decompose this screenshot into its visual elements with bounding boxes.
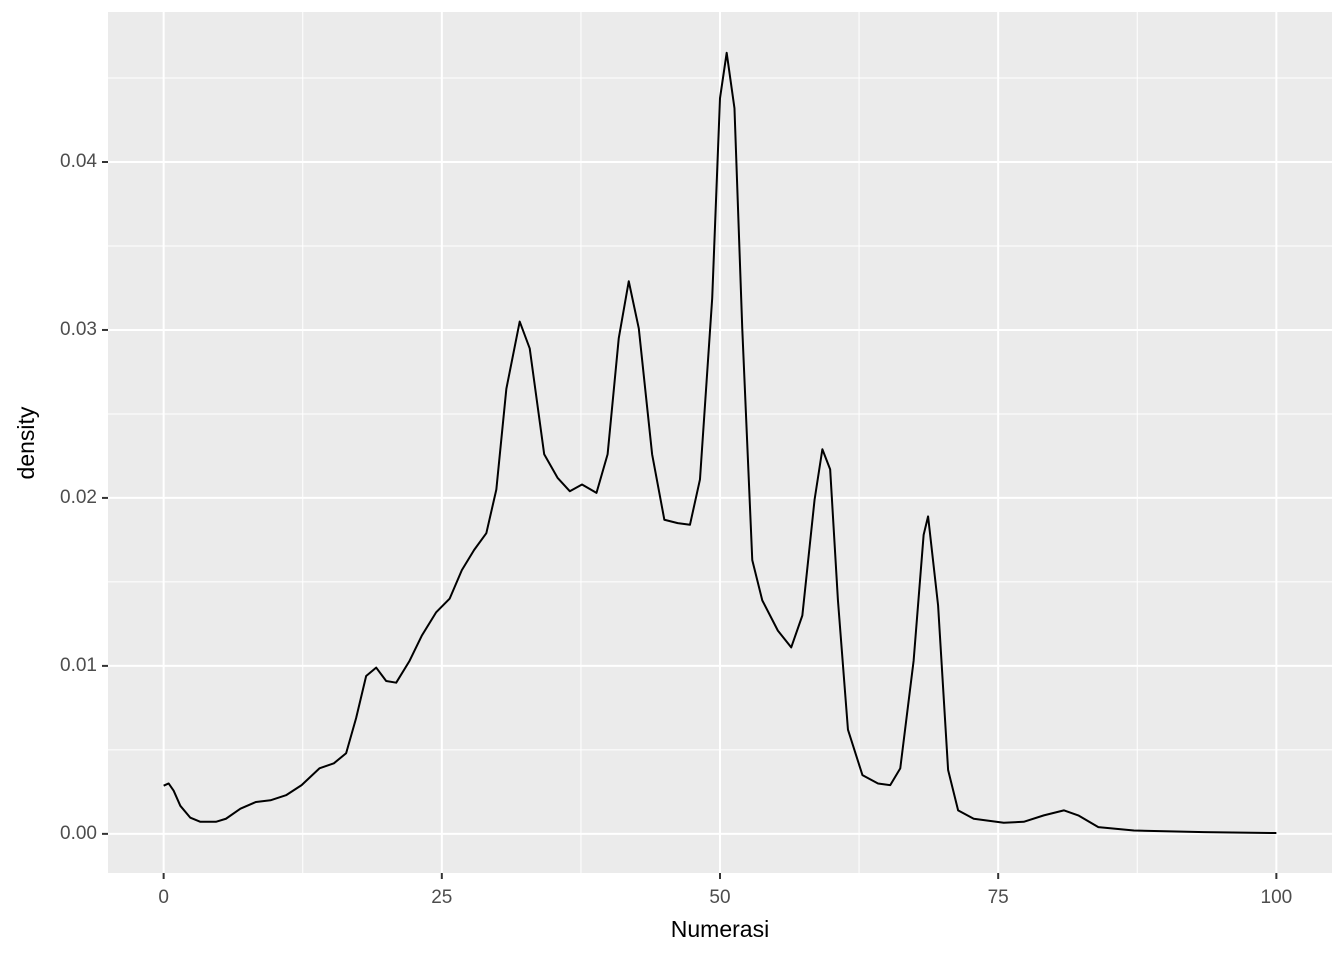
grid xyxy=(108,12,1332,873)
x-tick-label: 75 xyxy=(988,887,1009,908)
density-line xyxy=(163,51,1277,835)
x-tick-label: 25 xyxy=(431,887,452,908)
y-tick-label: 0.03 xyxy=(60,319,97,340)
x-tick-label: 0 xyxy=(158,887,169,908)
y-tick-label: 0.04 xyxy=(60,151,97,172)
marks xyxy=(163,51,1277,835)
x-tick-label: 100 xyxy=(1261,887,1293,908)
x-axis-title: Numerasi xyxy=(671,916,769,942)
y-axis-title: density xyxy=(13,406,39,479)
y-tick-label: 0.01 xyxy=(60,655,97,676)
x-tick-label: 50 xyxy=(709,887,730,908)
ticks: 0 25 50 75 100 0.00 0.01 0.02 0.03 0.04 xyxy=(60,151,1292,908)
y-tick-label: 0.00 xyxy=(60,823,97,844)
y-tick-label: 0.02 xyxy=(60,487,97,508)
